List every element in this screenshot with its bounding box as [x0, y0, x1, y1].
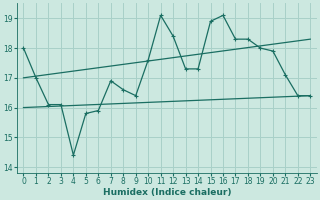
X-axis label: Humidex (Indice chaleur): Humidex (Indice chaleur)	[103, 188, 231, 197]
